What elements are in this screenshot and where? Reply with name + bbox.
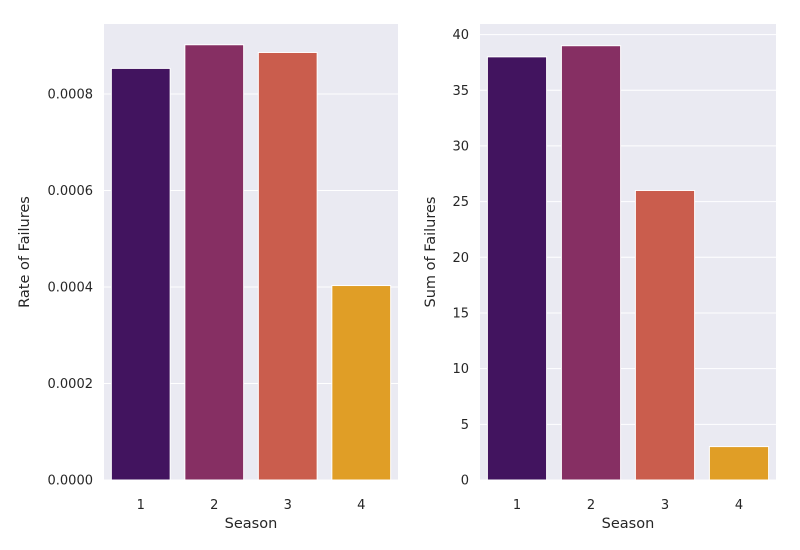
sum-y-tick-label: 30 xyxy=(452,139,469,154)
rate-bar-season-3 xyxy=(257,51,318,481)
sum-y-tick-label: 25 xyxy=(452,195,469,210)
sum-x-tick-label: 4 xyxy=(735,498,743,513)
sum-y-axis-label: Sum of Failures xyxy=(423,197,439,308)
rate-bar-season-2 xyxy=(184,44,245,481)
sum-x-axis-label: Season xyxy=(602,516,655,532)
sum-of-failures-chart: 0 5 10 15 20 25 30 35 40 1 2 3 4 Season Sum of Failure… xyxy=(423,24,776,532)
sum-x-tick-label: 2 xyxy=(587,498,595,513)
rate-x-tick-label: 2 xyxy=(210,498,218,513)
rate-y-tick-label: 0.0006 xyxy=(48,184,94,199)
rate-x-axis-label: Season xyxy=(225,516,278,532)
sum-bar-season-1 xyxy=(486,56,548,481)
sum-y-tick-label: 5 xyxy=(461,418,469,433)
rate-of-failures-chart: 0.0000 0.0002 0.0004 0.0006 0.0008 1 2 3 4 Season… xyxy=(17,24,398,532)
sum-x-tick-label: 3 xyxy=(661,498,669,513)
rate-x-tick-label: 3 xyxy=(284,498,292,513)
rate-y-tick-label: 0.0002 xyxy=(48,377,94,392)
sum-y-tick-label: 35 xyxy=(452,84,469,99)
sum-bar-season-4 xyxy=(708,446,770,481)
rate-x-tick-label: 1 xyxy=(137,498,145,513)
sum-bar-season-3 xyxy=(634,189,696,481)
sum-y-tick-label: 0 xyxy=(461,474,469,489)
rate-bar-season-1 xyxy=(110,67,171,481)
sum-y-tick-label: 10 xyxy=(452,362,469,377)
rate-bar-season-4 xyxy=(331,285,392,481)
sum-y-tick-label: 20 xyxy=(452,251,469,266)
rate-y-tick-label: 0.0000 xyxy=(48,474,94,489)
rate-y-tick-label: 0.0004 xyxy=(48,280,94,295)
rate-x-tick-label: 4 xyxy=(357,498,365,513)
sum-bar-season-2 xyxy=(560,45,622,481)
sum-y-tick-label: 15 xyxy=(452,306,469,321)
rate-y-tick-label: 0.0008 xyxy=(48,87,94,102)
rate-y-axis-label: Rate of Failures xyxy=(17,196,33,308)
sum-x-tick-label: 1 xyxy=(513,498,521,513)
sum-y-tick-label: 40 xyxy=(452,28,469,43)
